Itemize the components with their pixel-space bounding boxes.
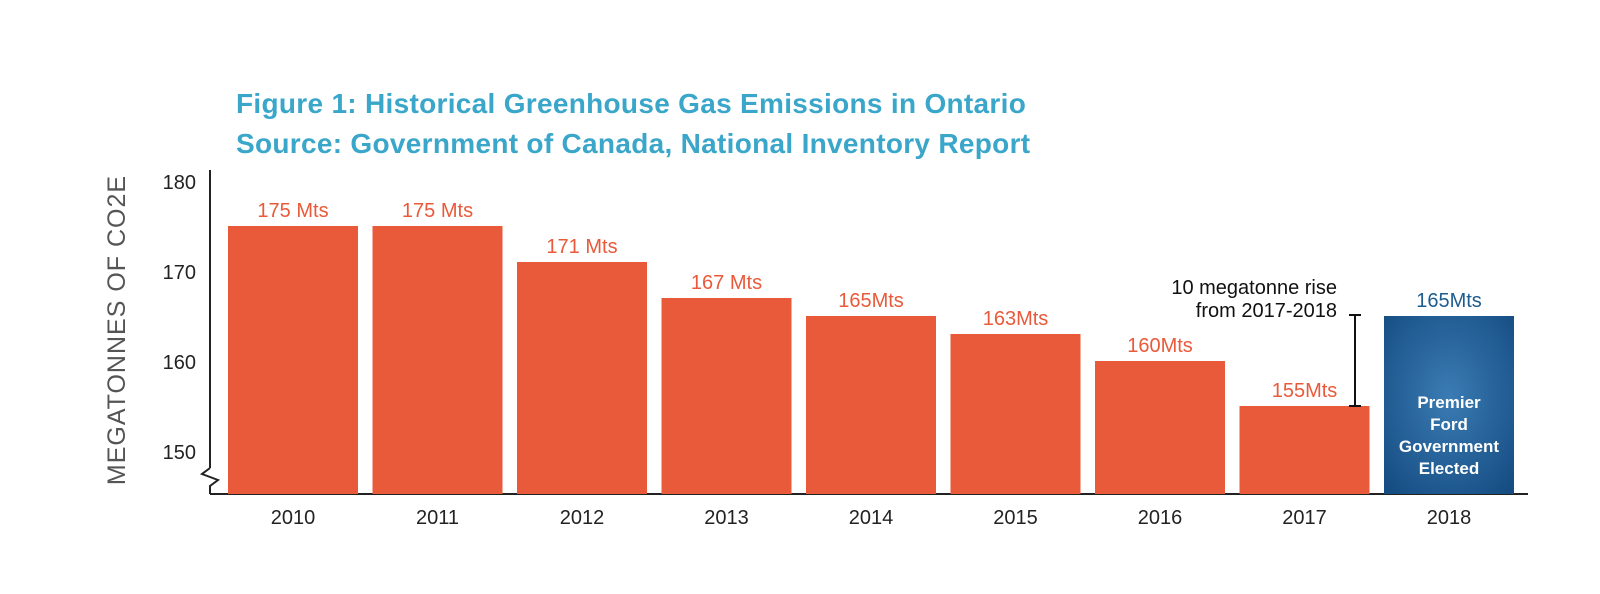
bar-highlight: [1384, 316, 1514, 494]
x-tick-label: 2014: [849, 507, 894, 529]
x-tick-label: 2013: [704, 507, 749, 529]
bar: [950, 334, 1081, 494]
y-tick-label: 180: [163, 172, 196, 194]
x-tick-label: 2012: [560, 507, 605, 529]
bar: [517, 262, 647, 494]
highlight-bar-text: Elected: [1419, 459, 1479, 478]
x-tick-label: 2016: [1138, 507, 1183, 529]
bar: [661, 298, 792, 494]
x-tick-label: 2011: [416, 507, 459, 529]
x-tick-label: 2018: [1427, 507, 1472, 529]
data-label: 171 Mts: [546, 236, 617, 258]
highlight-bar-text: Ford: [1430, 415, 1468, 434]
data-label: 160Mts: [1127, 335, 1193, 357]
y-tick-label: 150: [163, 442, 196, 464]
x-tick-label: 2015: [993, 507, 1038, 529]
bar: [372, 226, 503, 494]
highlight-bar-text: Government: [1399, 437, 1499, 456]
data-label: 175 Mts: [257, 200, 328, 222]
bar: [806, 316, 936, 494]
y-axis-label: MEGATONNES OF CO2E: [103, 175, 131, 485]
bar: [228, 226, 358, 494]
bar: [1239, 406, 1370, 494]
y-tick-label: 160: [163, 352, 196, 374]
data-label: 167 Mts: [691, 272, 762, 294]
x-tick-label: 2017: [1282, 507, 1327, 529]
x-tick-label: 2010: [271, 507, 316, 529]
bar: [1095, 361, 1225, 494]
data-label: 163Mts: [983, 308, 1049, 330]
highlight-bar-text: Premier: [1417, 393, 1481, 412]
y-tick-label: 170: [163, 262, 196, 284]
annotation-text: from 2017-2018: [1196, 300, 1337, 322]
chart-subtitle: Source: Government of Canada, National I…: [236, 128, 1031, 159]
chart-title: Figure 1: Historical Greenhouse Gas Emis…: [236, 88, 1027, 119]
annotation-text: 10 megatonne rise: [1171, 277, 1337, 299]
data-label: 155Mts: [1272, 380, 1338, 402]
data-label: 175 Mts: [402, 200, 473, 222]
data-label: 165Mts: [1416, 290, 1482, 312]
data-label: 165Mts: [838, 290, 904, 312]
y-axis-break: [199, 467, 221, 494]
